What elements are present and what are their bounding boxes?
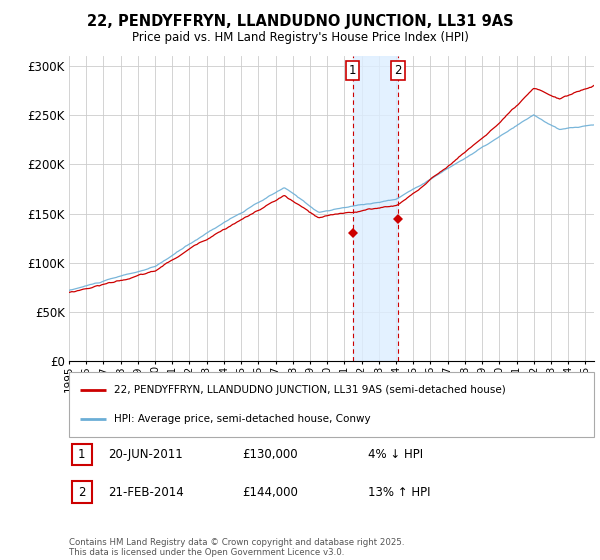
Text: 21-FEB-2014: 21-FEB-2014 bbox=[109, 486, 184, 498]
Text: 2: 2 bbox=[78, 486, 85, 498]
Text: Price paid vs. HM Land Registry's House Price Index (HPI): Price paid vs. HM Land Registry's House … bbox=[131, 31, 469, 44]
Text: HPI: Average price, semi-detached house, Conwy: HPI: Average price, semi-detached house,… bbox=[113, 414, 370, 424]
Text: 20-JUN-2011: 20-JUN-2011 bbox=[109, 448, 183, 461]
Text: 4% ↓ HPI: 4% ↓ HPI bbox=[368, 448, 424, 461]
Text: Contains HM Land Registry data © Crown copyright and database right 2025.
This d: Contains HM Land Registry data © Crown c… bbox=[69, 538, 404, 557]
Bar bbox=[71, 444, 92, 465]
Text: 1: 1 bbox=[349, 64, 356, 77]
Text: £130,000: £130,000 bbox=[242, 448, 298, 461]
Text: 2: 2 bbox=[394, 64, 402, 77]
Bar bbox=[71, 481, 92, 503]
Text: £144,000: £144,000 bbox=[242, 486, 298, 498]
Text: 13% ↑ HPI: 13% ↑ HPI bbox=[368, 486, 431, 498]
Text: 1: 1 bbox=[78, 448, 85, 461]
FancyBboxPatch shape bbox=[69, 372, 594, 437]
Bar bbox=[353, 56, 398, 361]
Text: 22, PENDYFFRYN, LLANDUDNO JUNCTION, LL31 9AS (semi-detached house): 22, PENDYFFRYN, LLANDUDNO JUNCTION, LL31… bbox=[113, 385, 505, 395]
Text: 22, PENDYFFRYN, LLANDUDNO JUNCTION, LL31 9AS: 22, PENDYFFRYN, LLANDUDNO JUNCTION, LL31… bbox=[86, 14, 514, 29]
